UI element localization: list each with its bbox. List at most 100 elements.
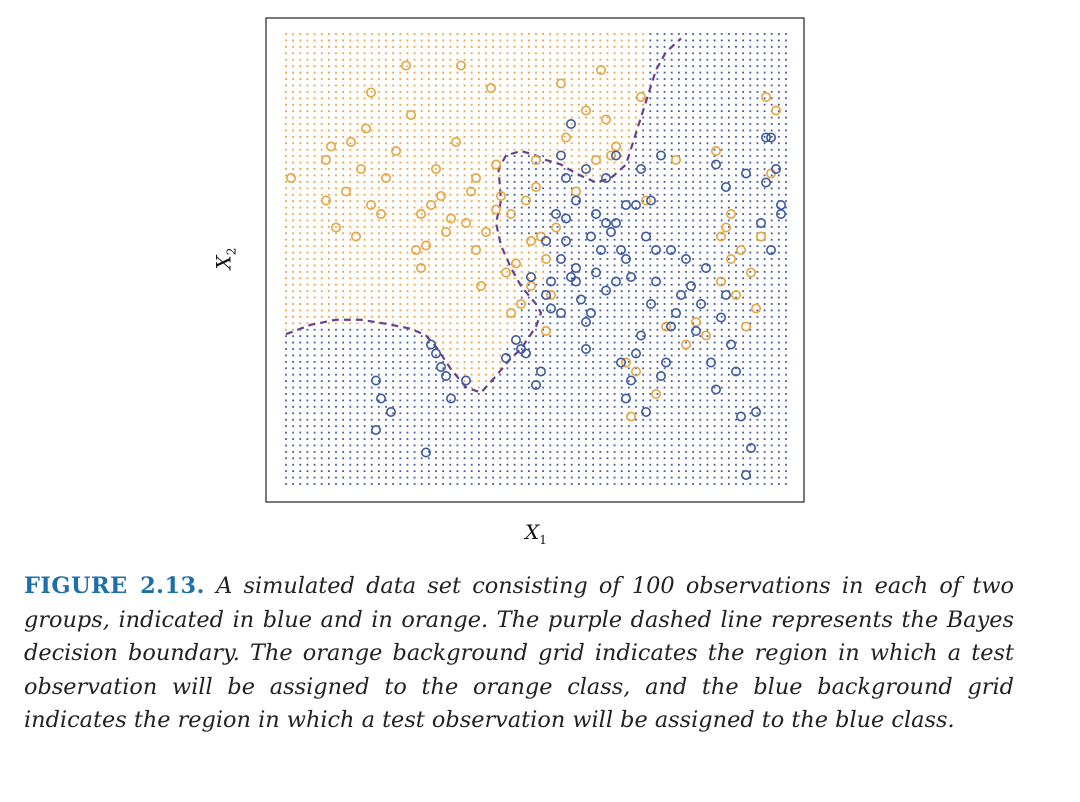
grid-dot [363, 290, 366, 293]
grid-dot [449, 52, 452, 55]
grid-dot [549, 110, 552, 113]
grid-dot [335, 65, 337, 68]
grid-dot [727, 129, 730, 132]
grid-dot [627, 78, 630, 80]
grid-dot [392, 296, 395, 299]
grid-dot [713, 457, 716, 460]
grid-dot [427, 296, 430, 299]
grid-dot [477, 483, 480, 485]
grid-dot [742, 58, 745, 61]
grid-dot [356, 463, 359, 466]
grid-dot [570, 180, 573, 183]
grid-dot [727, 90, 730, 93]
grid-dot [435, 245, 437, 248]
grid-dot [720, 238, 723, 241]
grid-dot [642, 296, 645, 299]
grid-dot [735, 328, 737, 331]
grid-dot [342, 380, 345, 383]
grid-dot [456, 335, 459, 338]
grid-dot [606, 193, 609, 196]
grid-dot [785, 463, 787, 466]
grid-dot [677, 193, 680, 196]
grid-dot [435, 65, 437, 68]
grid-dot [449, 322, 452, 325]
grid-dot [356, 213, 359, 215]
grid-dot [742, 155, 745, 158]
grid-dot [770, 393, 773, 395]
grid-dot [427, 277, 430, 280]
grid-dot [749, 238, 752, 241]
grid-dot [442, 52, 445, 55]
grid-dot [435, 33, 437, 35]
grid-dot [349, 129, 352, 132]
grid-dot [342, 483, 345, 485]
grid-dot [485, 174, 487, 177]
grid-dot [585, 290, 587, 293]
grid-dot [685, 354, 687, 357]
grid-dot [399, 418, 402, 421]
grid-dot [492, 116, 495, 119]
grid-dot [599, 123, 602, 125]
grid-dot [692, 71, 695, 74]
grid-dot [727, 463, 730, 466]
grid-dot [285, 380, 287, 383]
grid-dot [342, 444, 345, 447]
grid-dot [377, 386, 380, 389]
grid-dot [606, 431, 609, 434]
grid-dot [735, 129, 737, 132]
grid-dot [620, 84, 623, 87]
grid-dot [599, 219, 602, 222]
grid-dot [635, 476, 637, 479]
grid-dot [620, 386, 623, 389]
grid-dot [299, 33, 302, 35]
grid-dot [563, 335, 566, 338]
grid-dot [563, 303, 566, 305]
grid-dot [399, 373, 402, 376]
grid-dot [677, 251, 680, 254]
grid-dot [292, 438, 295, 440]
grid-dot [313, 425, 316, 428]
grid-dot [527, 219, 530, 222]
grid-dot [599, 335, 602, 338]
grid-dot [777, 425, 780, 428]
grid-dot [756, 476, 759, 479]
grid-dot [663, 123, 666, 125]
grid-dot [549, 283, 552, 286]
grid-dot [713, 116, 716, 119]
grid-dot [663, 65, 666, 68]
grid-dot [442, 238, 445, 241]
grid-dot [699, 193, 702, 196]
grid-dot [749, 78, 752, 80]
grid-dot [527, 322, 530, 325]
grid-dot [642, 58, 645, 61]
grid-dot [442, 58, 445, 61]
grid-dot [670, 103, 673, 106]
grid-dot [477, 290, 480, 293]
grid-dot [335, 328, 337, 331]
grid-dot [535, 135, 537, 138]
grid-dot [777, 187, 780, 190]
grid-dot [320, 328, 323, 331]
grid-dot [527, 161, 530, 164]
grid-dot [363, 135, 366, 138]
grid-dot [585, 193, 587, 196]
grid-dot [670, 213, 673, 215]
grid-dot [642, 444, 645, 447]
grid-dot [449, 476, 452, 479]
grid-dot [656, 322, 659, 325]
grid-dot [356, 84, 359, 87]
grid-dot [677, 367, 680, 370]
grid-dot [570, 476, 573, 479]
grid-dot [556, 123, 559, 125]
grid-dot [492, 97, 495, 100]
grid-dot [370, 58, 373, 61]
grid-dot [777, 45, 780, 48]
grid-dot [327, 90, 330, 93]
grid-dot [377, 348, 380, 350]
grid-dot [549, 97, 552, 100]
grid-dot [485, 457, 487, 460]
grid-dot [292, 380, 295, 383]
grid-dot [677, 399, 680, 402]
grid-dot [449, 142, 452, 145]
grid-dot [527, 180, 530, 183]
